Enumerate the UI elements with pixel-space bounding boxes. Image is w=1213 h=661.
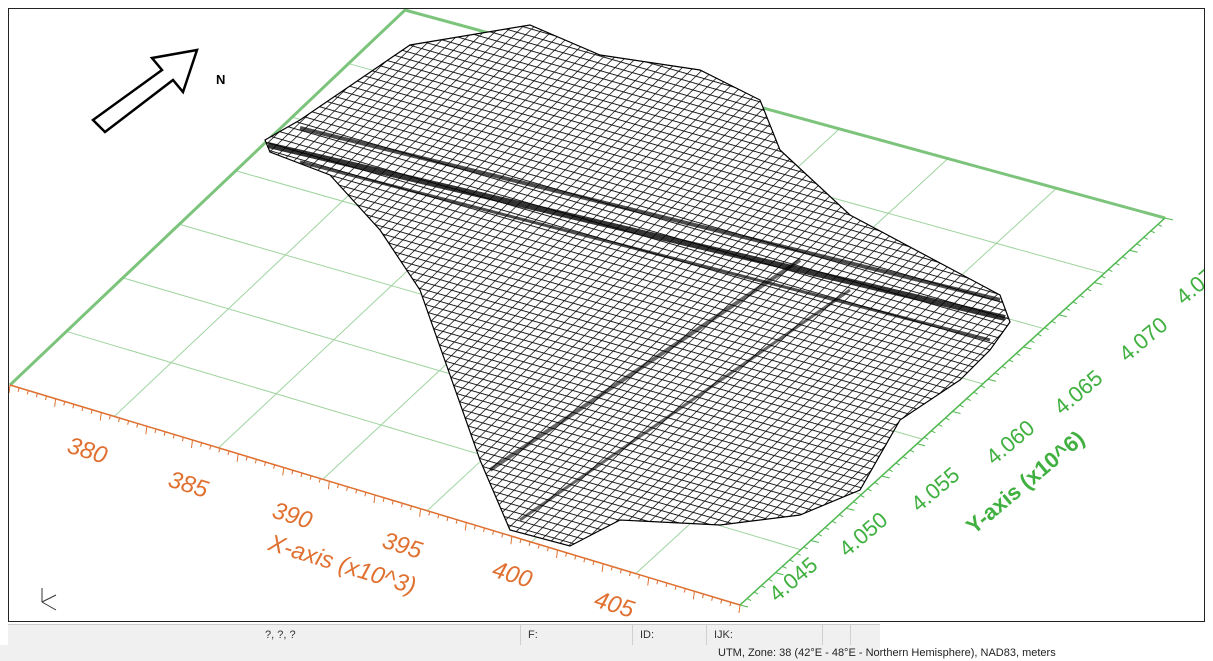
face-field: F:	[528, 629, 538, 641]
projection-info: UTM, Zone: 38 (42°E - 48°E - Northern He…	[718, 647, 1056, 659]
id-field: ID:	[640, 629, 654, 641]
status-bar: ?, ?, ? F: ID: IJK:	[8, 624, 880, 645]
footer: UTM, Zone: 38 (42°E - 48°E - Northern He…	[0, 645, 1213, 661]
page: 380385390395400405X-axis (x10^3)4.0454.0…	[0, 0, 1213, 661]
north-label: N	[216, 72, 225, 87]
ijk-field: IJK:	[714, 629, 733, 641]
coordinates: ?, ?, ?	[265, 629, 296, 641]
